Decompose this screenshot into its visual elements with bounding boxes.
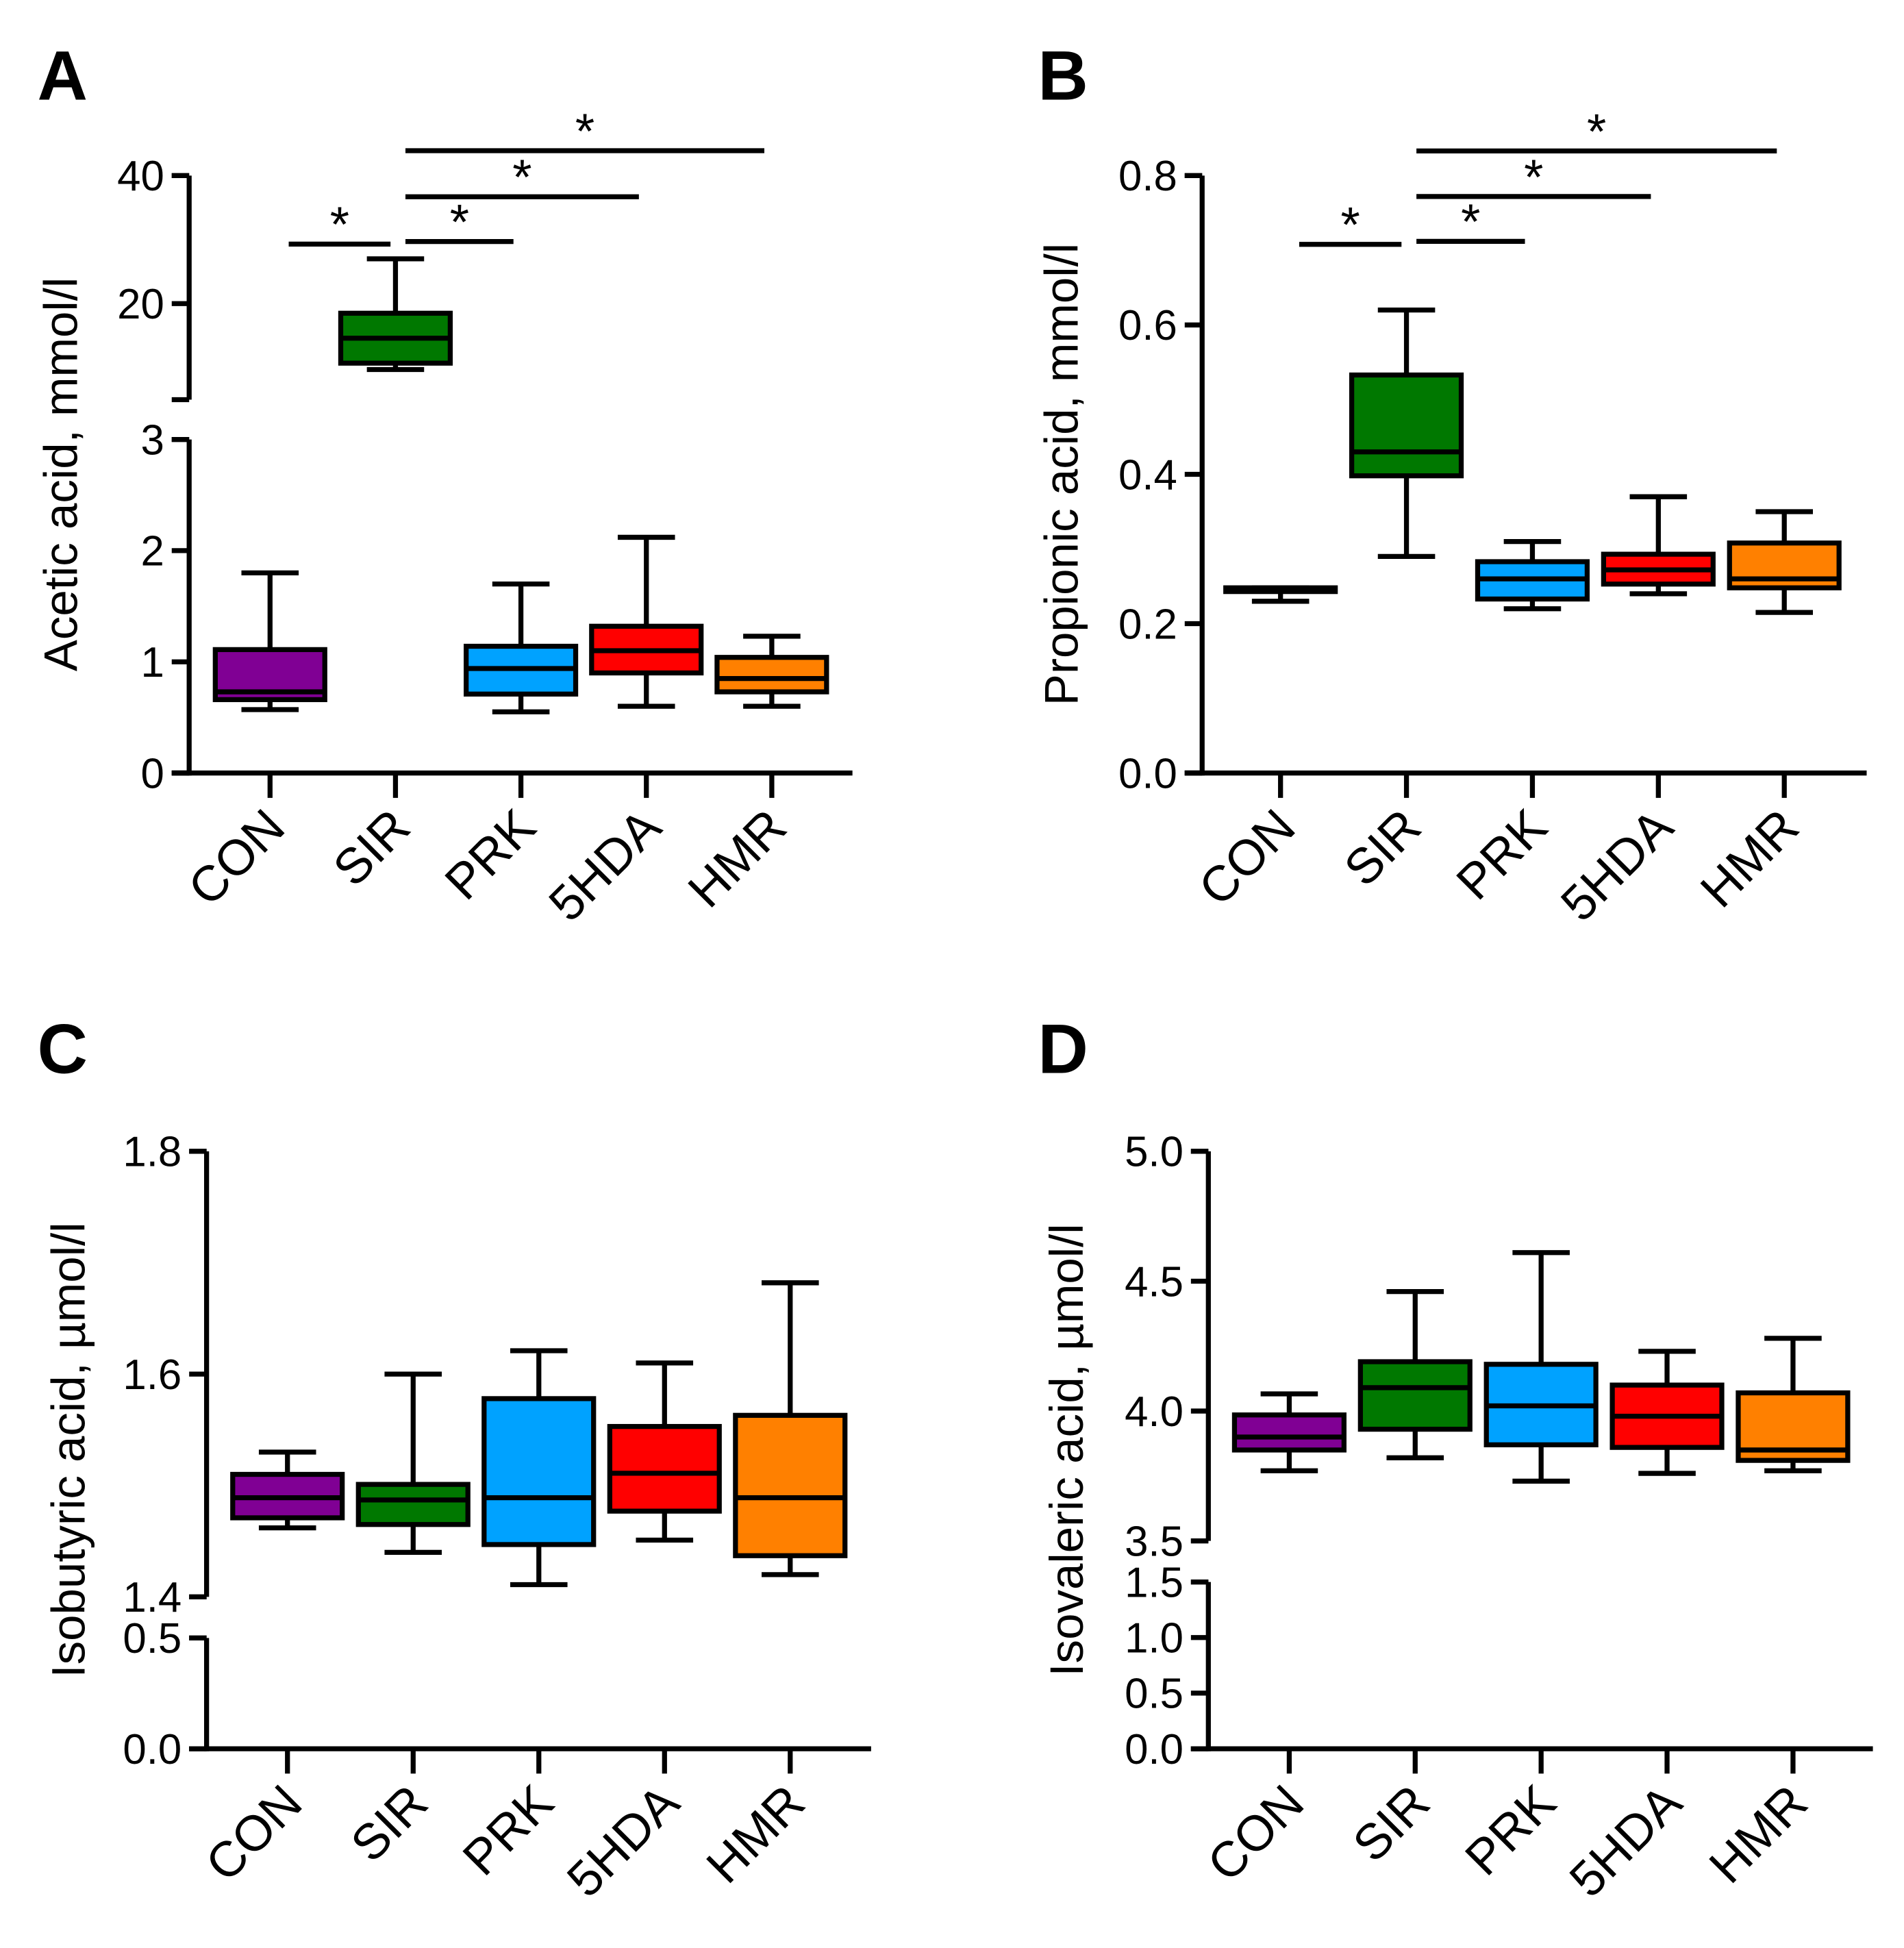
box-sir — [355, 1371, 471, 1555]
x-tick-label: SIR — [340, 1775, 438, 1873]
box-con — [1223, 585, 1338, 604]
y-tick-label: 2 — [140, 528, 164, 575]
x-tick-label: 5HDA — [538, 799, 672, 932]
box-5hda — [1609, 1349, 1725, 1476]
x-tick-label: 5HDA — [557, 1774, 690, 1908]
panel-A: A Acetic acid, mmol/l 0 1 2 3 20 40 CON SIR PRK5HD… — [34, 37, 853, 932]
iqr-box — [1349, 372, 1464, 479]
significance-star: * — [450, 195, 469, 250]
iqr-box — [607, 1423, 722, 1514]
significance-star: * — [330, 197, 349, 253]
x-tick-label: PRK — [1455, 1775, 1566, 1886]
iqr-box — [1357, 1359, 1473, 1432]
significance-star: * — [1461, 195, 1480, 250]
panel-D: D Isovaleric acid, µmol/l 0.0 0.5 1.0 1.53.5 4… — [1038, 1010, 1873, 1908]
box-con — [1231, 1391, 1346, 1473]
y-tick-label: 0.6 — [1118, 302, 1177, 349]
x-tick-label: CON — [178, 799, 295, 916]
y-axis-label: Isobutyric acid, µmol/l — [42, 1222, 95, 1677]
box-hmr — [733, 1280, 848, 1577]
y-tick-label: 0.8 — [1118, 153, 1177, 200]
iqr-box — [481, 1396, 597, 1547]
y-tick-label: 0.5 — [123, 1615, 181, 1662]
y-axis-label: Acetic acid, mmol/l — [34, 277, 88, 671]
significance-star: * — [512, 150, 531, 205]
y-tick-label: 0.2 — [1118, 601, 1177, 648]
y-tick-label: 3 — [140, 416, 164, 464]
panel-B: B Propionic acid, mmol/l 0.0 0.2 0.4 0.6 0.8 CO… — [1035, 37, 1867, 932]
y-tick-label: 20 — [117, 281, 164, 328]
y-tick-label: 0 — [140, 750, 164, 797]
y-tick-label: 1.0 — [1125, 1615, 1183, 1662]
y-tick-label: 0.0 — [1125, 1726, 1183, 1773]
x-tick-label: PRK — [453, 1775, 564, 1886]
box-sir — [338, 256, 453, 373]
box-5hda — [607, 1360, 722, 1543]
panel-letter: D — [1038, 1010, 1088, 1088]
panel-C: C Isobutyric acid, µmol/l 0.0 0.51.4 1.6 1.8 C… — [38, 1010, 871, 1908]
y-tick-label: 1.8 — [123, 1129, 181, 1176]
iqr-box — [714, 655, 829, 695]
x-tick-label: HMR — [677, 799, 797, 918]
box-prk — [1475, 538, 1590, 612]
iqr-box — [733, 1412, 848, 1558]
panel-letter: C — [38, 1010, 88, 1088]
y-tick-label: 0.4 — [1118, 451, 1177, 499]
x-tick-label: HMR — [1699, 1775, 1818, 1894]
y-tick-label: 0.0 — [1118, 750, 1177, 797]
box-5hda — [1601, 494, 1716, 597]
box-prk — [1483, 1250, 1599, 1484]
y-axis-label: Isovaleric acid, µmol/l — [1040, 1223, 1093, 1676]
x-tick-label: PRK — [434, 799, 546, 910]
box-con — [212, 570, 327, 712]
significance-star: * — [1587, 104, 1606, 160]
x-tick-label: CON — [1197, 1775, 1314, 1892]
significance-star: * — [1340, 197, 1360, 253]
box-con — [230, 1449, 345, 1531]
box-prk — [481, 1348, 597, 1588]
y-tick-label: 40 — [117, 153, 164, 200]
x-tick-label: HMR — [696, 1775, 815, 1894]
y-tick-label: 1.5 — [1125, 1559, 1183, 1606]
box-hmr — [1736, 1336, 1851, 1473]
x-tick-label: SIR — [1333, 799, 1431, 897]
y-tick-label: 3.5 — [1125, 1518, 1183, 1565]
panel-letter: A — [38, 37, 88, 115]
x-tick-label: CON — [1188, 799, 1305, 916]
box-5hda — [589, 534, 704, 709]
box-prk — [464, 581, 579, 714]
y-tick-label: 4.0 — [1125, 1388, 1183, 1436]
significance-star: * — [575, 103, 594, 159]
box-hmr — [1727, 509, 1842, 615]
box-hmr — [714, 634, 829, 709]
iqr-box — [355, 1482, 471, 1527]
y-tick-label: 1.6 — [123, 1351, 181, 1399]
y-tick-label: 4.5 — [1125, 1258, 1183, 1306]
x-tick-label: PRK — [1446, 799, 1557, 910]
y-axis-label: Propionic acid, mmol/l — [1035, 243, 1088, 705]
x-tick-label: SIR — [323, 799, 421, 897]
y-tick-label: 1 — [140, 639, 164, 686]
y-tick-label: 5.0 — [1125, 1129, 1183, 1176]
x-tick-label: HMR — [1690, 799, 1809, 918]
x-tick-label: 5HDA — [1551, 799, 1684, 932]
x-tick-label: 5HDA — [1559, 1774, 1692, 1908]
y-tick-label: 1.4 — [123, 1574, 181, 1621]
iqr-box — [1231, 1412, 1346, 1453]
y-tick-label: 0.5 — [1125, 1671, 1183, 1718]
y-tick-label: 0.0 — [123, 1726, 181, 1773]
x-tick-label: CON — [195, 1775, 312, 1892]
x-tick-label: SIR — [1342, 1775, 1440, 1873]
box-sir — [1349, 307, 1464, 560]
panel-letter: B — [1038, 37, 1088, 115]
significance-star: * — [1524, 149, 1543, 205]
box-sir — [1357, 1289, 1473, 1460]
